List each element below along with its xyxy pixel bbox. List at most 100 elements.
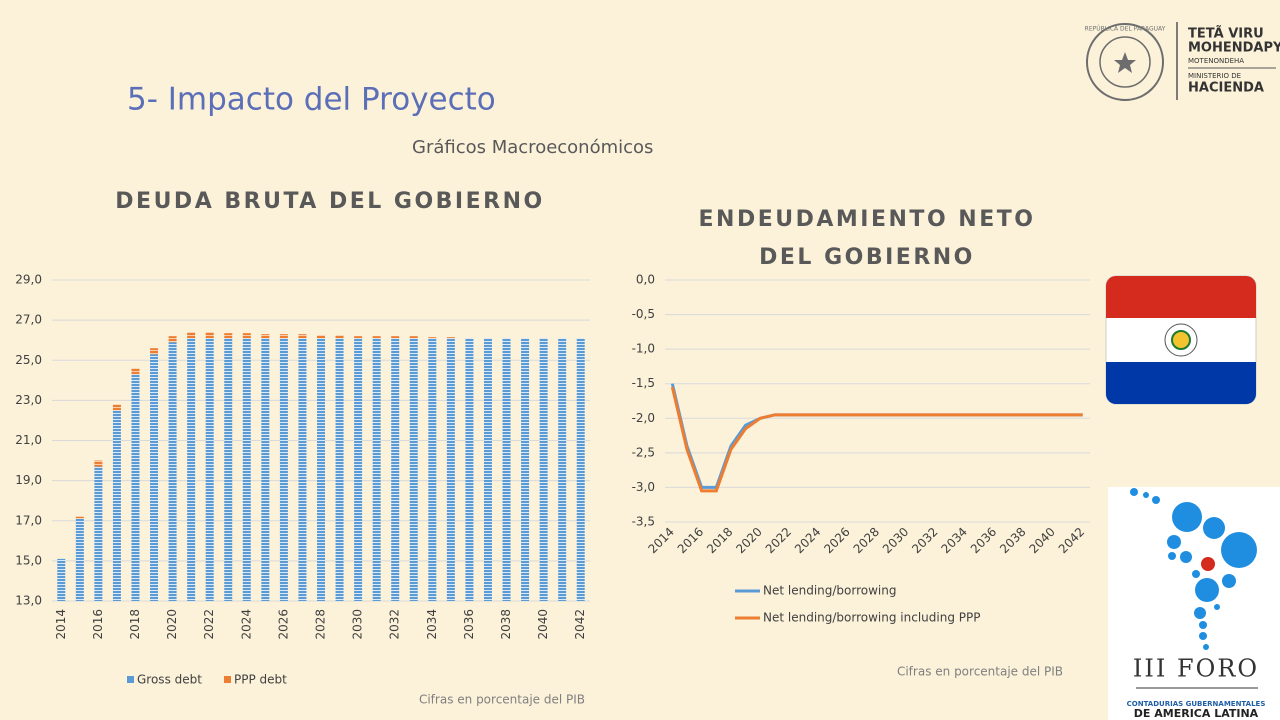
bar [483,338,492,601]
y-tick-label: 27,0 [15,313,42,327]
x-tick-label: 2042 [573,609,587,640]
y-tick-label: -2,0 [632,411,655,425]
x-tick-label: 2030 [351,609,365,640]
y-tick-label: -2,5 [632,445,655,459]
seal: REPÚBLICA DEL PARAGUAY [1085,22,1276,101]
bar [94,466,103,601]
bar [317,335,325,339]
bar [112,404,121,411]
y-tick-label: 21,0 [15,433,42,447]
bar [335,335,344,339]
bar [521,338,530,601]
legend-label: Gross debt [137,673,202,687]
ministry-text: MOTENONDEHA [1188,57,1244,65]
x-tick-label: 2018 [704,525,735,556]
bar [224,338,233,601]
bar [428,337,437,339]
bar [298,338,307,601]
bar [242,338,251,601]
x-tick-label: 2016 [91,609,105,640]
x-tick-label: 2036 [462,609,476,640]
x-tick-label: 2016 [675,525,706,556]
x-tick-label: 2038 [499,609,513,640]
ministry-text: MINISTERIO DE [1188,72,1241,80]
seal-text: REPÚBLICA DEL PARAGUAY [1085,26,1166,33]
legend-swatch [127,676,134,683]
bar [354,338,363,601]
bar [187,338,196,601]
x-tick-label: 2034 [939,525,970,556]
flag [1105,275,1257,405]
x-tick-label: 2022 [202,609,216,640]
x-tick-label: 2034 [425,609,439,640]
slide-title: 5- Impacto del Proyecto [127,82,496,118]
x-tick-label: 2024 [239,609,253,640]
bar [205,338,214,601]
bar [75,518,84,601]
y-tick-label: -1,0 [632,342,655,356]
y-tick-label: 23,0 [15,393,42,407]
legend-swatch [224,676,231,683]
legend-label: Net lending/borrowing including PPP [763,611,980,625]
x-tick-label: 2038 [997,525,1028,556]
bar [57,558,66,601]
bar [558,338,567,601]
ministry-text: TETÃ VIRU [1188,26,1264,42]
chart-title: DEL GOBIERNO [759,245,975,270]
bar [539,338,548,601]
note: Cifras en porcentaje del PIB [419,693,585,707]
x-tick-label: 2036 [968,525,999,556]
bar [94,460,103,467]
forum-logo [1108,487,1280,720]
x-tick-label: 2042 [1056,525,1087,556]
bar [409,338,418,601]
bar [317,338,325,601]
y-tick-label: -3,0 [632,480,655,494]
bar [428,338,437,601]
forum-text: DE AMERICA LATINA [1134,707,1259,720]
y-tick-label: 17,0 [15,513,42,527]
ministry-text: MOHENDAPY [1188,41,1280,56]
bar [576,338,585,601]
x-tick-label: 2040 [536,609,550,640]
note: Cifras en porcentaje del PIB [897,665,1063,679]
x-tick-label: 2030 [880,525,911,556]
x-tick-label: 2014 [54,609,68,640]
x-tick-label: 2022 [763,525,794,556]
ministry-text: HACIENDA [1188,81,1264,96]
chart-title: DEUDA BRUTA DEL GOBIERNO [115,189,544,214]
y-tick-label: 19,0 [15,473,42,487]
x-tick-label: 2028 [314,609,328,640]
bar [335,338,344,601]
bar [112,410,121,601]
bar [187,332,196,339]
bar [150,354,159,601]
slide-subtitle: Gráficos Macroeconómicos [412,137,653,158]
legend-label: Net lending/borrowing [763,584,896,598]
bar [131,374,140,601]
x-tick-label: 2014 [645,525,676,556]
x-tick-label: 2020 [165,609,179,640]
bar [391,336,400,339]
y-tick-label: -0,5 [632,307,655,321]
line [670,383,1083,489]
x-tick-label: 2040 [1026,525,1057,556]
x-tick-label: 2026 [276,609,290,640]
y-tick-label: -3,5 [632,515,655,529]
bar [391,338,400,601]
bar [75,516,84,519]
y-tick-label: -1,5 [632,376,655,390]
x-tick-label: 2020 [733,525,764,556]
x-tick-label: 2028 [851,525,882,556]
bar [131,368,140,375]
x-tick-label: 2026 [821,525,852,556]
bar [372,336,381,339]
bar [224,333,233,339]
y-tick-label: 0,0 [636,273,655,287]
bar [150,348,159,355]
bar [298,334,307,339]
bar [261,334,270,339]
forum-text: III FORO [1133,655,1259,683]
bar [242,333,251,339]
